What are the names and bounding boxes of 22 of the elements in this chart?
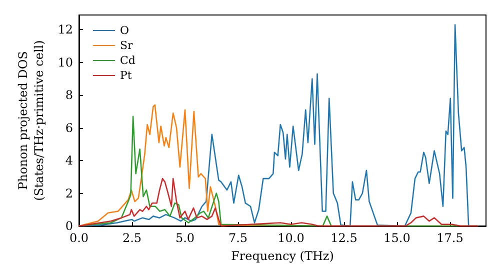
x-tick-label: 7.5 xyxy=(228,231,248,245)
y-tick-label: 12 xyxy=(58,22,73,37)
x-tick-label: 2.5 xyxy=(122,231,142,245)
x-tick-label: 12.5 xyxy=(330,231,358,245)
legend-label: Pt xyxy=(120,69,132,82)
y-tick-label: 2 xyxy=(65,186,73,200)
x-tick-label: 0.0 xyxy=(69,231,89,245)
y-tick-label: 10 xyxy=(58,55,73,70)
line-series xyxy=(78,178,478,227)
legend-label: Sr xyxy=(120,39,134,52)
x-tick-label: 15.0 xyxy=(384,231,410,245)
x-axis-title: Frequency (THz) xyxy=(231,249,334,263)
y-tick-label: 6 xyxy=(65,120,73,135)
x-tick-label: 10.0 xyxy=(278,231,304,245)
y-tick-label: 4 xyxy=(65,154,74,168)
legend-label: O xyxy=(120,24,130,37)
x-tick-label: 17.5 xyxy=(436,231,464,245)
legend-label: Cd xyxy=(120,54,136,67)
y-tick-label: 8 xyxy=(65,88,73,102)
y-tick-label: 0 xyxy=(65,219,73,233)
y-axis-title: Phonon projected DOS (States/THz·primitive cell) xyxy=(16,40,46,201)
x-tick-label: 5.0 xyxy=(175,231,195,245)
